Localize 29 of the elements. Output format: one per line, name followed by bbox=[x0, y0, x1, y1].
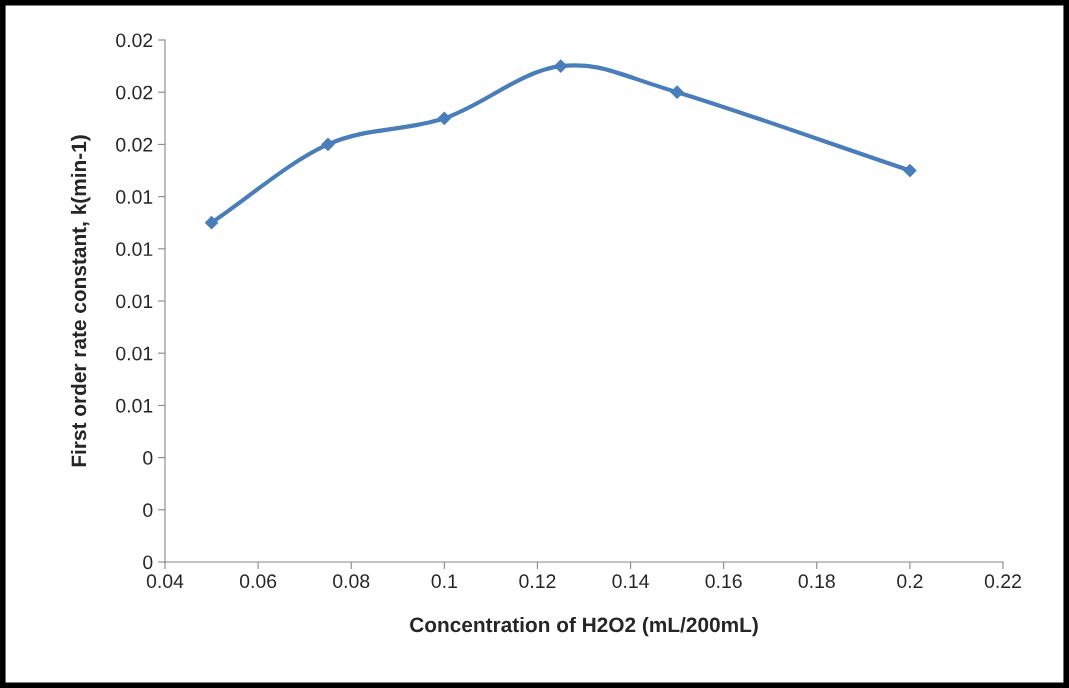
y-tick-label: 0.01 bbox=[116, 346, 153, 361]
y-tick-label: 0.02 bbox=[116, 85, 153, 100]
y-tick-label: 0 bbox=[143, 451, 153, 465]
y-tick-label: 0 bbox=[143, 555, 153, 570]
x-tick-label: 0.06 bbox=[239, 574, 277, 589]
y-tick-label: 0.01 bbox=[116, 190, 153, 204]
y-axis-title: First order rate constant, k(min-1) bbox=[70, 135, 91, 467]
x-tick-label: 0.1 bbox=[431, 574, 457, 589]
y-tick-label: 0 bbox=[143, 503, 153, 518]
x-tick-label: 0.14 bbox=[612, 574, 649, 589]
x-tick-label: 0.2 bbox=[897, 574, 923, 589]
y-tick-label: 0.02 bbox=[116, 137, 153, 152]
y-tick-label: 0.01 bbox=[116, 242, 153, 257]
y-tick-label: 0.01 bbox=[116, 294, 153, 309]
x-tick-label: 0.22 bbox=[984, 574, 1021, 589]
x-tick-label: 0.04 bbox=[146, 574, 184, 589]
x-tick-label: 0.12 bbox=[519, 574, 556, 589]
point bbox=[321, 137, 335, 151]
point bbox=[437, 111, 451, 125]
point bbox=[204, 216, 219, 230]
x-axis-title: Concentration of H2O2 (mL/200mL) bbox=[410, 616, 758, 637]
point bbox=[670, 85, 684, 99]
x-tick-label: 0.18 bbox=[798, 574, 835, 589]
point bbox=[554, 59, 568, 73]
x-tick-label: 0.08 bbox=[333, 574, 370, 589]
x-tick-label: 0.16 bbox=[705, 574, 742, 589]
y-tick-label: 0.02 bbox=[116, 33, 153, 48]
y-tick-label: 0.01 bbox=[116, 398, 153, 413]
point bbox=[903, 163, 917, 178]
